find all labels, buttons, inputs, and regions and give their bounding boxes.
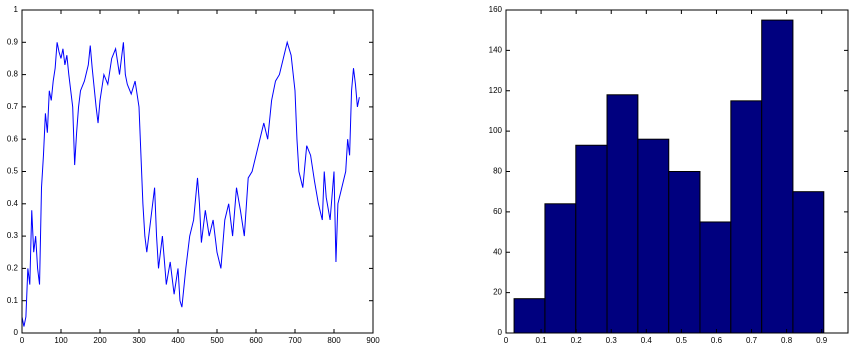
x-tick-label: 0.8 xyxy=(781,336,793,345)
bar xyxy=(606,94,639,334)
y-tick-label: 0.8 xyxy=(7,70,19,79)
y-tick-label: 0.4 xyxy=(7,199,19,208)
y-tick-label: 1 xyxy=(14,5,19,14)
y-tick-label: 0.9 xyxy=(7,37,19,46)
x-tick-label: 200 xyxy=(93,336,107,345)
x-tick-label: 0.2 xyxy=(571,336,583,345)
y-tick-label: 20 xyxy=(493,288,502,297)
x-tick-label: 0.5 xyxy=(676,336,688,345)
bar xyxy=(513,298,546,334)
bar xyxy=(544,203,577,334)
x-tick-label: 700 xyxy=(288,336,302,345)
x-tick-label: 600 xyxy=(249,336,263,345)
y-tick-label: 80 xyxy=(493,167,502,176)
y-tick-label: 60 xyxy=(493,207,502,216)
x-tick-label: 0.7 xyxy=(746,336,758,345)
x-tick-label: 400 xyxy=(171,336,185,345)
x-tick-label: 800 xyxy=(327,336,341,345)
y-tick-label: 120 xyxy=(489,86,503,95)
bar xyxy=(730,100,763,334)
y-tick-label: 0 xyxy=(498,328,503,337)
x-tick-label: 0 xyxy=(504,336,509,345)
bar xyxy=(668,171,701,334)
y-tick-label: 0.1 xyxy=(7,296,19,305)
y-tick-label: 40 xyxy=(493,247,502,256)
bar xyxy=(699,221,732,334)
x-tick-label: 100 xyxy=(54,336,68,345)
x-tick-label: 0.6 xyxy=(711,336,723,345)
x-tick-label: 300 xyxy=(132,336,146,345)
data-line xyxy=(21,40,360,327)
x-tick-label: 900 xyxy=(366,336,380,345)
bar xyxy=(575,144,608,334)
y-tick-label: 0.7 xyxy=(7,102,19,111)
x-tick-label: 0.3 xyxy=(606,336,618,345)
x-tick-label: 0.4 xyxy=(641,336,653,345)
x-tick-label: 0.9 xyxy=(816,336,828,345)
bar xyxy=(792,191,825,334)
x-tick-label: 0.1 xyxy=(536,336,548,345)
bar xyxy=(761,19,794,334)
bar xyxy=(637,138,670,334)
x-tick-label: 500 xyxy=(210,336,224,345)
y-tick-label: 0.5 xyxy=(7,167,19,176)
y-tick-label: 0 xyxy=(14,328,19,337)
x-tick-label: 0 xyxy=(20,336,25,345)
y-tick-label: 0.6 xyxy=(7,134,19,143)
y-tick-label: 140 xyxy=(489,45,503,54)
y-tick-label: 100 xyxy=(489,126,503,135)
axes-box xyxy=(21,9,374,334)
y-tick-label: 0.3 xyxy=(7,231,19,240)
y-tick-label: 160 xyxy=(489,5,503,14)
y-tick-label: 0.2 xyxy=(7,264,19,273)
